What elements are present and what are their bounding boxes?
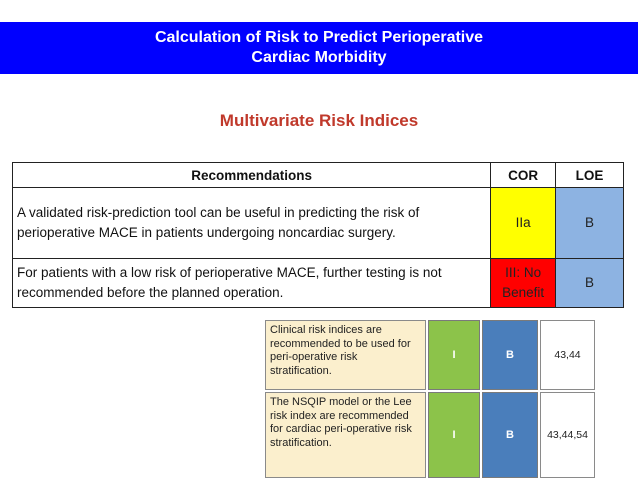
inset-cor-cell: I	[428, 320, 480, 390]
loe-cell: B	[554, 187, 625, 259]
recommendation-text: For patients with a low risk of perioper…	[11, 258, 492, 308]
table-row: A validated risk-prediction tool can be …	[11, 187, 625, 259]
table-header-row: Recommendations COR LOE	[11, 162, 625, 188]
inset-loe-cell: B	[482, 392, 538, 478]
header-loe: LOE	[554, 162, 625, 188]
inset-row: Clinical risk indices are recommended to…	[265, 320, 595, 390]
loe-cell: B	[554, 258, 625, 308]
header-recommendations: Recommendations	[11, 162, 492, 188]
title-banner: Calculation of Risk to Predict Periopera…	[0, 22, 638, 74]
inset-references-cell: 43,44	[540, 320, 595, 390]
recommendations-table: Recommendations COR LOE A validated risk…	[11, 162, 625, 308]
inset-recommendation-text: The NSQIP model or the Lee risk index ar…	[265, 392, 426, 478]
section-subtitle: Multivariate Risk Indices	[219, 111, 419, 130]
inset-references-cell: 43,44,54	[540, 392, 595, 478]
table-row: For patients with a low risk of perioper…	[11, 258, 625, 308]
cor-cell: III: No Benefit	[490, 258, 556, 308]
recommendation-text: A validated risk-prediction tool can be …	[11, 187, 492, 259]
guideline-inset-image: Clinical risk indices are recommended to…	[265, 320, 595, 478]
inset-cor-cell: I	[428, 392, 480, 478]
inset-loe-cell: B	[482, 320, 538, 390]
title-line-2: Cardiac Morbidity	[251, 49, 387, 66]
title-line-1: Calculation of Risk to Predict Periopera…	[154, 29, 484, 46]
inset-recommendation-text: Clinical risk indices are recommended to…	[265, 320, 426, 390]
cor-cell: IIa	[490, 187, 556, 259]
inset-row: The NSQIP model or the Lee risk index ar…	[265, 392, 595, 478]
header-cor: COR	[490, 162, 556, 188]
